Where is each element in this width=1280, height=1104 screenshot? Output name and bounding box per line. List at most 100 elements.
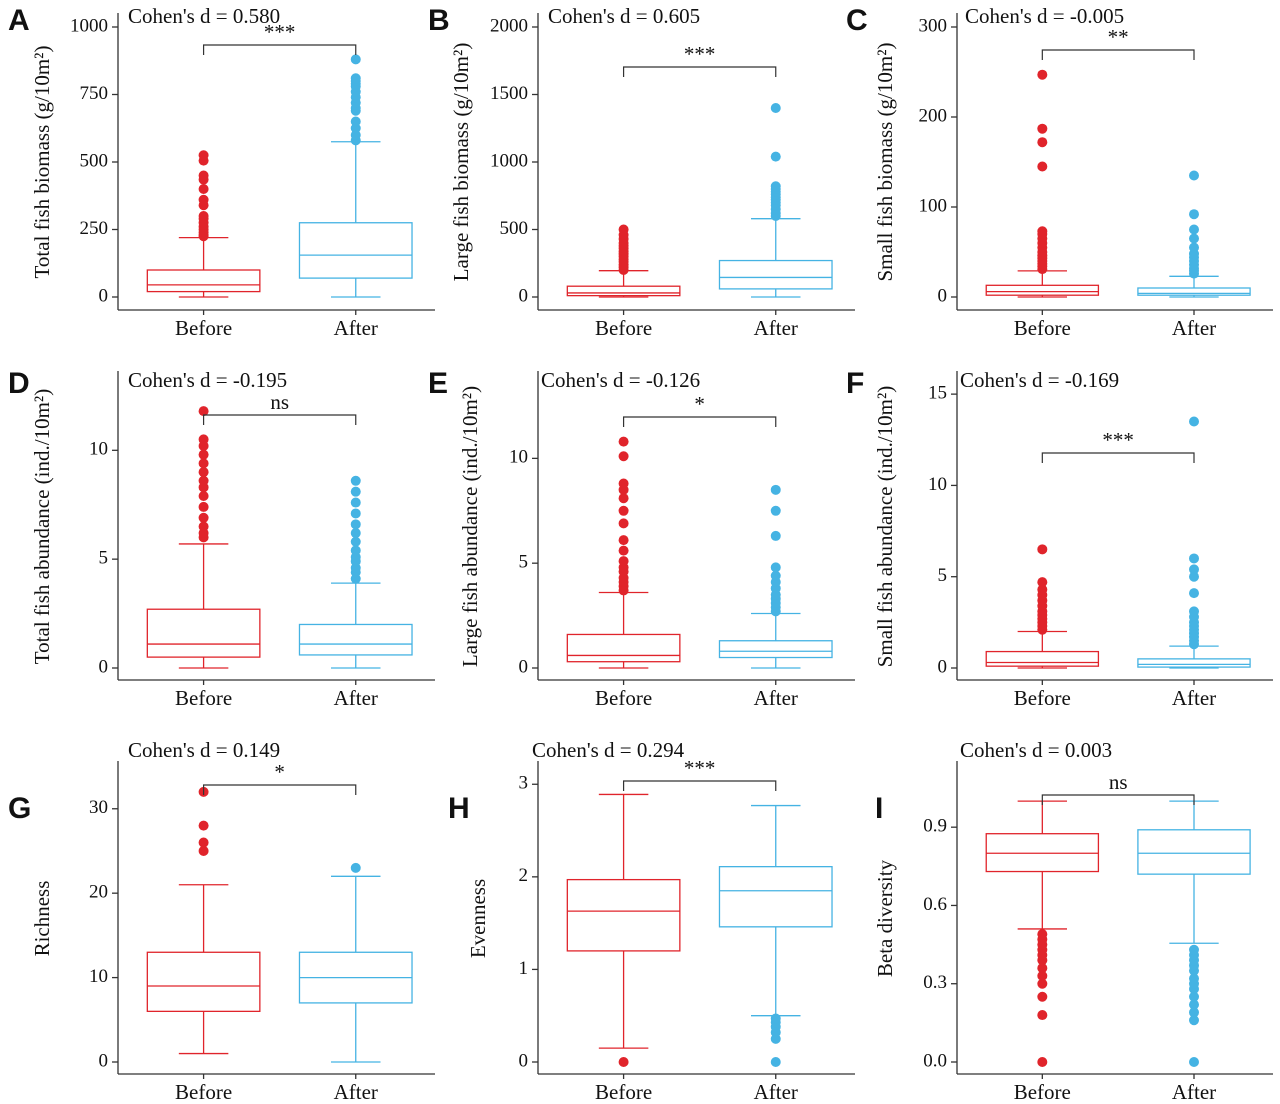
outlier-point xyxy=(770,151,781,162)
box-iqr xyxy=(1137,658,1251,668)
panel-letter: G xyxy=(8,792,31,825)
outlier-point xyxy=(350,73,361,84)
outlier-point xyxy=(770,570,781,581)
significance-bracket xyxy=(202,414,357,425)
x-category-label: Before xyxy=(1014,686,1071,710)
significance-bracket xyxy=(202,784,357,795)
outlier-point xyxy=(198,501,209,512)
outlier-point xyxy=(770,484,781,495)
box-iqr xyxy=(146,951,261,1013)
box-after xyxy=(718,103,833,298)
y-tick-label: 3 xyxy=(519,773,529,794)
cohen-d-label: Cohen's d = 0.294 xyxy=(532,738,685,762)
box-after xyxy=(298,862,413,1063)
outlier-point xyxy=(1037,991,1048,1002)
outlier-point xyxy=(1189,224,1199,235)
y-tick-label: 500 xyxy=(80,150,109,171)
box-iqr xyxy=(566,878,681,952)
x-category-label: Before xyxy=(595,316,652,340)
outlier-point xyxy=(770,1013,781,1024)
y-tick-label: 5 xyxy=(938,565,948,586)
panel-c: C Cohen's d = -0.005 0 100 200 300 Small fish … xyxy=(846,4,1273,340)
outlier-point xyxy=(350,497,361,508)
box-before xyxy=(985,800,1100,1067)
outlier-point xyxy=(198,458,209,469)
outlier-point xyxy=(1037,1057,1048,1067)
outlier-point xyxy=(198,491,209,502)
outlier-point xyxy=(198,434,209,445)
y-tick-label: 0.9 xyxy=(923,816,947,837)
outlier-point xyxy=(350,536,361,547)
outlier-point xyxy=(1189,170,1199,181)
box-before xyxy=(985,69,1100,298)
box-before xyxy=(146,406,261,669)
outlier-point xyxy=(1189,416,1199,427)
cohen-d-label: Cohen's d = 0.003 xyxy=(960,738,1112,762)
outlier-point xyxy=(1189,1007,1199,1018)
y-tick-label: 10 xyxy=(89,439,108,460)
outlier-point xyxy=(350,54,361,65)
outlier-point xyxy=(770,103,781,113)
outlier-point xyxy=(1189,571,1199,582)
box-before xyxy=(146,150,261,298)
y-tick-label: 2000 xyxy=(490,15,528,36)
outlier-point xyxy=(198,820,209,831)
cohen-d-label: Cohen's d = 0.605 xyxy=(548,4,700,28)
panel-letter: C xyxy=(846,4,868,37)
significance-bracket xyxy=(1041,794,1195,805)
y-axis-label: Large fish biomass (g/10m²) xyxy=(449,43,473,282)
box-iqr xyxy=(1137,287,1251,296)
x-category-label: Before xyxy=(175,686,232,710)
y-tick-label: 30 xyxy=(89,797,108,818)
panel-letter: B xyxy=(428,4,450,37)
y-tick-label: 0 xyxy=(99,1050,109,1071)
box-iqr xyxy=(985,833,1100,873)
x-category-label: After xyxy=(754,686,798,710)
outlier-point xyxy=(350,519,361,530)
box-iqr xyxy=(146,608,261,658)
outlier-point xyxy=(618,505,629,516)
significance-label: * xyxy=(694,392,705,416)
cohen-d-label: Cohen's d = -0.195 xyxy=(128,368,287,392)
outlier-point xyxy=(198,150,209,161)
outlier-point xyxy=(1189,973,1199,984)
y-axis-label: Richness xyxy=(30,881,54,957)
outlier-point xyxy=(198,211,209,221)
x-category-label: After xyxy=(754,316,798,340)
outlier-point xyxy=(198,475,209,486)
outlier-point xyxy=(1037,929,1048,940)
y-tick-label: 15 xyxy=(928,382,947,403)
significance-bracket xyxy=(202,44,357,55)
box-iqr xyxy=(718,259,833,290)
cohen-d-label: Cohen's d = -0.005 xyxy=(965,4,1124,28)
outlier-point xyxy=(1189,209,1199,220)
outlier-point xyxy=(1037,970,1048,981)
significance-label: *** xyxy=(264,20,296,44)
box-before xyxy=(985,544,1100,669)
y-tick-label: 250 xyxy=(80,218,109,239)
outlier-point xyxy=(618,493,629,504)
outlier-point xyxy=(770,505,781,516)
significance-label: ns xyxy=(1109,770,1128,794)
y-axis-label: Evenness xyxy=(466,879,490,958)
y-tick-label: 100 xyxy=(919,195,948,216)
y-axis-label: Total fish biomass (g/10m²) xyxy=(30,46,54,279)
outlier-point xyxy=(618,518,629,529)
panel-letter: A xyxy=(8,4,30,37)
outlier-point xyxy=(618,1057,629,1067)
outlier-point xyxy=(198,837,209,848)
outlier-point xyxy=(770,530,781,541)
outlier-point xyxy=(198,449,209,460)
outlier-point xyxy=(198,467,209,478)
panel-letter: H xyxy=(448,792,470,825)
outlier-point xyxy=(350,475,361,486)
outlier-point xyxy=(618,556,629,567)
outlier-point xyxy=(1189,242,1199,253)
outlier-point xyxy=(1037,544,1048,555)
panel-letter: D xyxy=(8,367,30,400)
outlier-point xyxy=(1037,137,1048,148)
panel-b: B Cohen's d = 0.605 0 500 1000 1500 2000 Large … xyxy=(428,4,855,340)
y-tick-label: 1000 xyxy=(70,15,108,36)
box-iqr xyxy=(566,633,681,663)
